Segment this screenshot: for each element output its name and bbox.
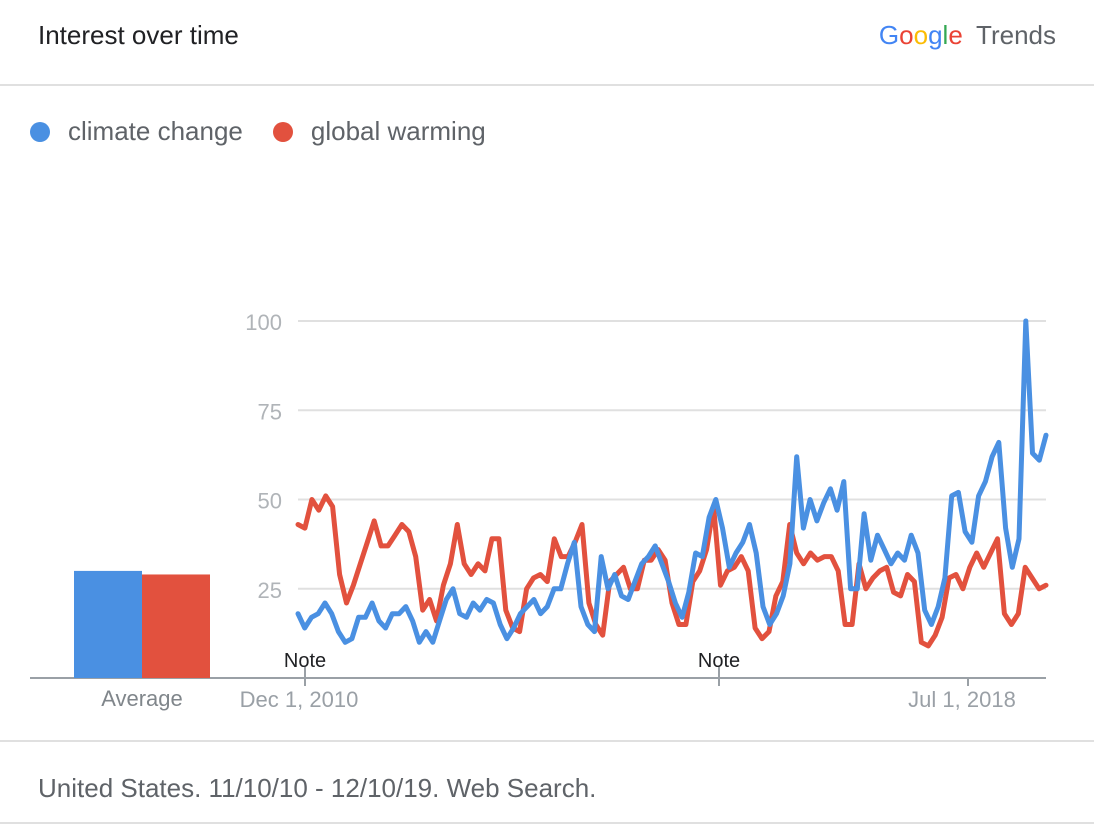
legend-dot-icon xyxy=(272,121,293,142)
series-line-global-warming xyxy=(295,493,1049,649)
legend-item-global-warming[interactable]: global warming xyxy=(272,116,486,147)
chart-legend: climate change global warming xyxy=(30,116,516,147)
logo-letter: g xyxy=(928,20,943,50)
y-tick-label: 25 xyxy=(258,578,282,603)
average-label: Average xyxy=(101,686,183,711)
note-label: Note xyxy=(284,650,326,672)
footer-divider xyxy=(0,740,1094,742)
footer-caption: United States. 11/10/10 - 12/10/19. Web … xyxy=(38,773,597,803)
note-label: Note xyxy=(698,650,740,672)
logo-letter: G xyxy=(878,20,900,50)
logo-letter: o xyxy=(899,20,914,50)
average-bar xyxy=(74,570,142,678)
header-divider xyxy=(0,84,1094,86)
logo-letter: l xyxy=(942,20,949,50)
series-line-climate-change xyxy=(295,318,1049,645)
average-bar xyxy=(142,574,210,678)
y-tick-label: 100 xyxy=(245,310,282,335)
x-tick-label: Dec 1, 2010 xyxy=(240,687,359,712)
y-tick-label: 75 xyxy=(258,399,282,424)
interest-chart[interactable]: 25 50 75 100 Average Dec 1, 2010 Jul 1, 2018 No… xyxy=(0,0,1094,740)
logo-letter: e xyxy=(948,20,963,50)
logo-letter: o xyxy=(913,20,929,50)
bottom-divider xyxy=(0,822,1094,824)
legend-dot-icon xyxy=(30,121,50,142)
page-title: Interest over time xyxy=(38,20,239,50)
trends-wordmark: Trends xyxy=(976,20,1056,50)
google-trends-logo[interactable]: Google Trends xyxy=(879,20,1056,51)
legend-item-climate-change[interactable]: climate change xyxy=(30,116,243,147)
google-wordmark: Google xyxy=(879,20,963,51)
y-tick-label: 50 xyxy=(258,489,282,514)
legend-label: climate change xyxy=(68,116,243,146)
legend-label: global warming xyxy=(310,116,486,146)
x-tick-label: Jul 1, 2018 xyxy=(908,687,1016,712)
